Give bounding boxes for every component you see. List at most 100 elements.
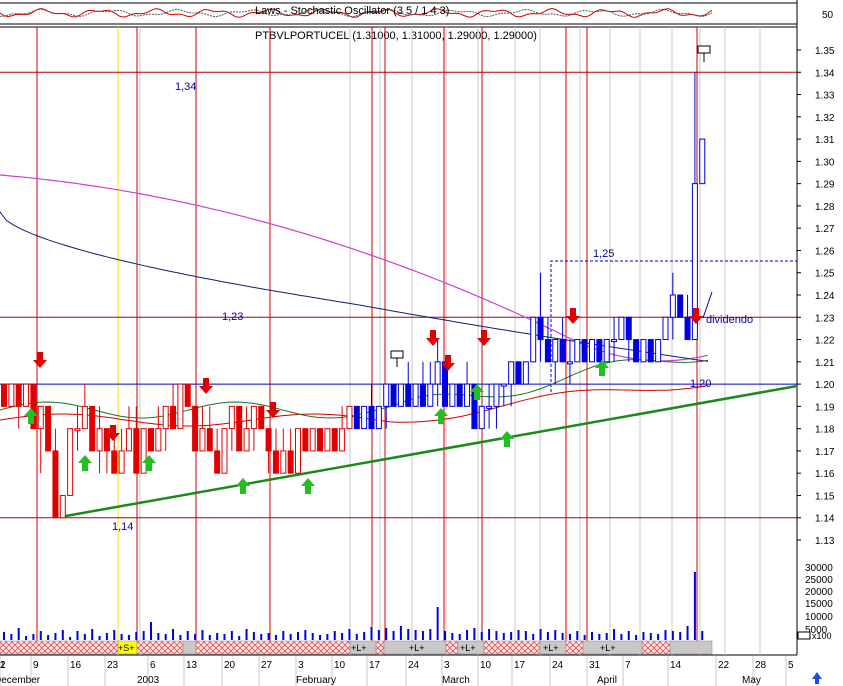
sell-arrow-icon (199, 378, 213, 394)
candle (375, 405, 382, 430)
candle (611, 317, 618, 362)
signal-segment (669, 640, 713, 655)
volume-bar (664, 630, 667, 640)
volume-tick-label: 15000 (805, 599, 833, 610)
volume-bar (583, 635, 586, 640)
candle-body (302, 428, 309, 452)
candle-body (361, 405, 368, 430)
day-label: 5 (788, 660, 794, 671)
volume-bar (223, 634, 226, 640)
candle (15, 383, 22, 429)
candle-body (640, 339, 647, 363)
day-label: 20 (224, 660, 236, 671)
price-tick-label: 1.20 (815, 380, 835, 391)
price-tick-label: 1.16 (815, 469, 835, 480)
candle-body (324, 428, 331, 452)
volume-bar (319, 635, 322, 640)
volume-bar (532, 634, 535, 640)
candle (684, 295, 691, 341)
candle (177, 383, 184, 430)
candle-body (67, 428, 74, 496)
candle (148, 428, 154, 452)
candle-body (427, 383, 434, 407)
volume-bar (17, 628, 20, 640)
signal-segment (641, 640, 671, 655)
price-tick-label: 1.18 (815, 425, 835, 436)
price-tick-label: 1.30 (815, 157, 835, 168)
candle-body (552, 339, 559, 363)
candle-body (228, 405, 235, 430)
day-label: 28 (755, 660, 767, 671)
volume-bar (333, 631, 336, 640)
candle (52, 428, 59, 519)
day-label: 17 (514, 660, 526, 671)
scroll-arrow[interactable] (812, 672, 822, 684)
buy-arrow-icon (434, 408, 448, 424)
day-label: 27 (261, 660, 273, 671)
sell-arrow-icon (441, 355, 455, 371)
candle (346, 405, 353, 430)
candle (397, 383, 404, 407)
candle (89, 405, 96, 452)
candle-body (37, 405, 44, 430)
volume-bar (252, 632, 255, 640)
candle-body (368, 405, 375, 430)
volume-bar (620, 634, 623, 640)
volume-bar (436, 607, 439, 640)
volume-bar (686, 626, 689, 640)
candle (162, 405, 169, 451)
volume-bar (289, 634, 292, 640)
day-label: 10 (480, 660, 492, 671)
volume-bar (671, 631, 674, 640)
buy-arrow-icon (236, 478, 250, 494)
up-arrow-icon[interactable] (812, 672, 822, 684)
day-label: 22 (718, 660, 730, 671)
candle-body (464, 383, 471, 407)
candle (236, 405, 243, 452)
candle-body (419, 383, 426, 407)
candle-body (544, 339, 551, 363)
price-tick-label: 1.25 (815, 269, 835, 280)
candle-body (111, 450, 118, 474)
volume-bar (414, 630, 417, 640)
day-label: 9 (33, 660, 39, 671)
candle (368, 384, 375, 430)
candle-body (655, 339, 662, 363)
volume-bar (642, 632, 645, 640)
candle (45, 405, 52, 452)
candle (287, 428, 294, 474)
volume-bar (495, 631, 498, 640)
candle (434, 339, 441, 407)
candle-body (434, 361, 441, 385)
candle-body (1, 383, 7, 407)
candle-body (397, 383, 404, 407)
volume-unit-box (797, 631, 811, 640)
signal-label-short: +S+ (118, 643, 135, 653)
day-label: 2 (0, 660, 6, 671)
volume-bar (355, 634, 358, 640)
chart-title: PTBVLPORTUCEL (1.31000, 1.31000, 1.29000… (255, 30, 537, 42)
candle (250, 405, 257, 451)
volume-bar (172, 629, 175, 640)
candle (199, 406, 206, 452)
candle-body (206, 428, 213, 452)
volume-bar (194, 634, 197, 640)
marker-flag-icon (697, 45, 711, 54)
dividend-pointer (702, 291, 713, 319)
resistance-line (550, 260, 797, 392)
volume-bar (444, 631, 446, 640)
signal-segment (375, 640, 385, 655)
candle-body (449, 383, 456, 407)
candle (449, 383, 456, 407)
volume-bar (679, 632, 682, 640)
candle-body (383, 383, 390, 407)
price-tick-label: 1.23 (815, 313, 835, 324)
volume-bar (142, 631, 145, 640)
candle-body (258, 405, 265, 430)
candle (324, 428, 331, 452)
volume-bar (32, 634, 35, 640)
volume-bar (348, 629, 351, 640)
volume-bar (510, 632, 513, 640)
volume-bar (61, 630, 64, 640)
